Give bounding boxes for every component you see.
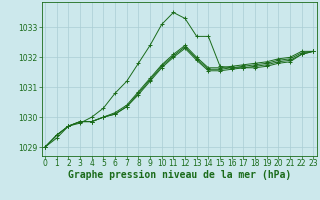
X-axis label: Graphe pression niveau de la mer (hPa): Graphe pression niveau de la mer (hPa) (68, 170, 291, 180)
